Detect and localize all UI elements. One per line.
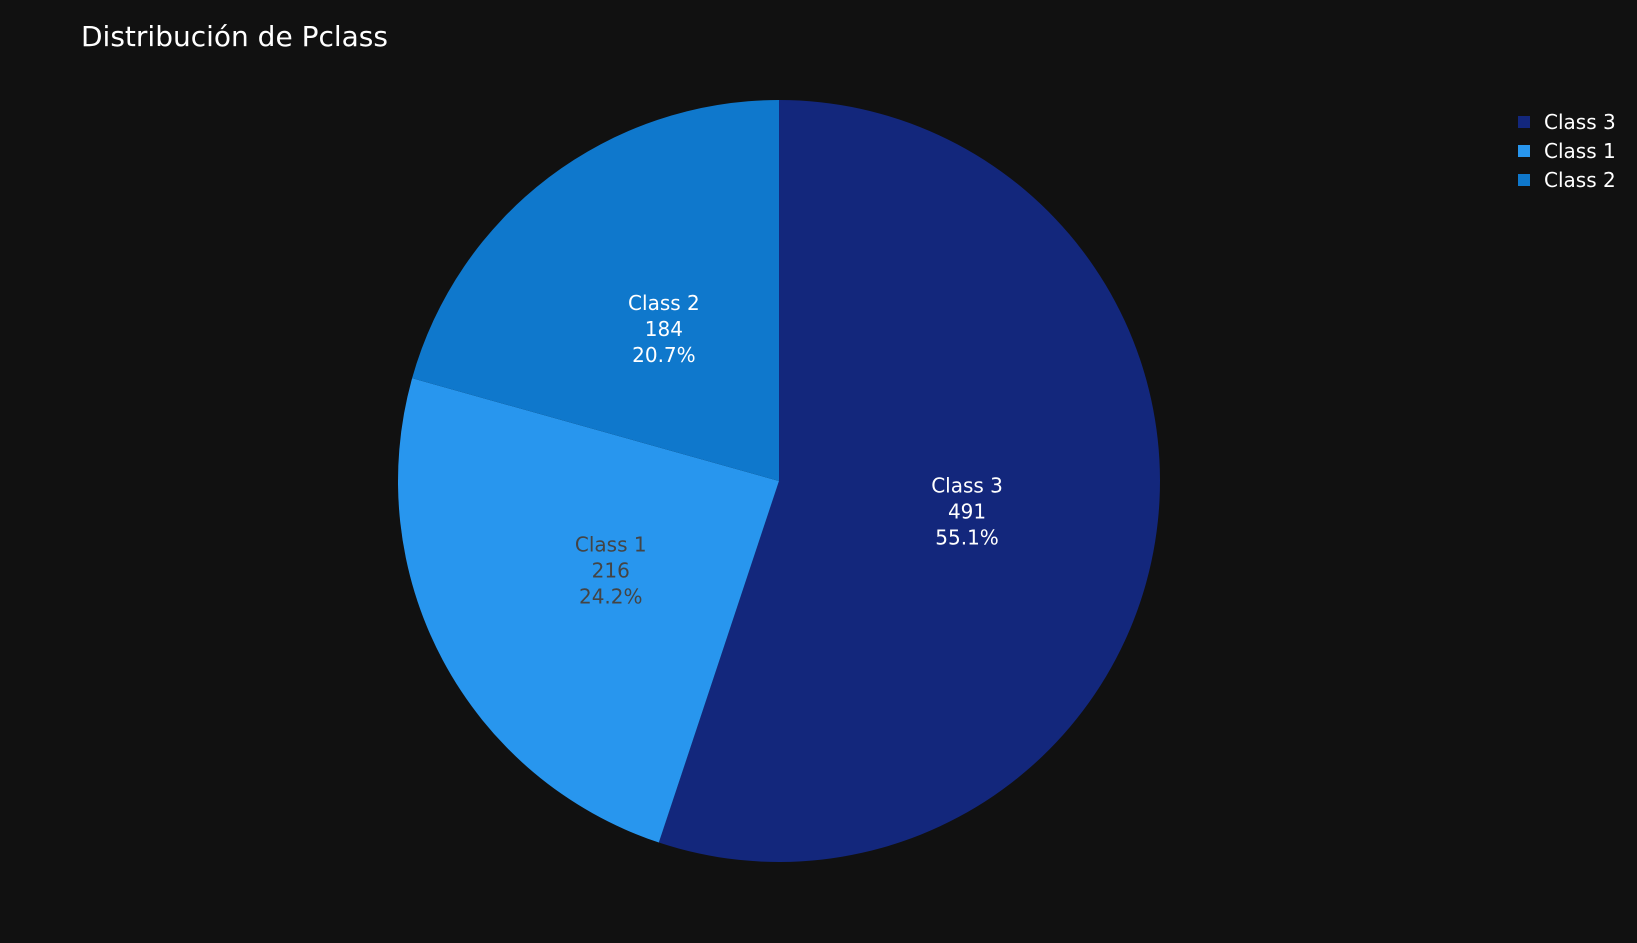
legend-item-class-2[interactable]: Class 2	[1518, 165, 1616, 194]
pie-slice-label-percent: 55.1%	[935, 525, 999, 549]
pie-slice-label-category: Class 1	[575, 532, 647, 556]
legend: Class 3 Class 1 Class 2	[1518, 107, 1616, 194]
legend-item-class-1[interactable]: Class 1	[1518, 136, 1616, 165]
pie-slice-label-category: Class 2	[628, 291, 700, 315]
legend-label: Class 3	[1544, 109, 1616, 134]
pie-slice-label-value: 216	[592, 558, 630, 582]
chart-title: Distribución de Pclass	[81, 20, 388, 53]
pie-slices	[397, 100, 1160, 862]
pie-slice-class-2[interactable]	[412, 100, 779, 481]
legend-label: Class 2	[1544, 167, 1616, 192]
pie-slice-label-percent: 20.7%	[632, 343, 696, 367]
pie-slice-label-category: Class 3	[931, 473, 1003, 497]
pie-slice-label-value: 184	[645, 317, 683, 341]
pie-slice-label-value: 491	[948, 499, 986, 523]
pie-slice-class-3[interactable]	[658, 100, 1160, 862]
pie-slice-label-percent: 24.2%	[579, 584, 643, 608]
legend-item-class-3[interactable]: Class 3	[1518, 107, 1616, 136]
legend-swatch	[1518, 115, 1530, 128]
pie-slice-class-1[interactable]	[397, 378, 779, 843]
legend-label: Class 1	[1544, 138, 1616, 163]
legend-swatch	[1518, 144, 1530, 157]
legend-swatch	[1518, 173, 1530, 186]
